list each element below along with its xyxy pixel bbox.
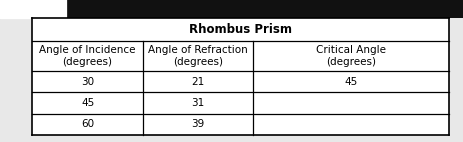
Text: 45: 45 [344, 77, 358, 86]
Text: 39: 39 [191, 119, 205, 129]
Text: 30: 30 [81, 77, 94, 86]
Text: 60: 60 [81, 119, 94, 129]
Text: 45: 45 [81, 98, 94, 108]
Text: 21: 21 [191, 77, 205, 86]
Bar [32, 18, 449, 135]
FancyBboxPatch shape [0, 0, 67, 19]
Text: Rhombus Prism: Rhombus Prism [189, 23, 292, 36]
Text: Critical Angle
(degrees): Critical Angle (degrees) [316, 45, 386, 66]
Text: Angle of Incidence
(degrees): Angle of Incidence (degrees) [39, 45, 136, 66]
Text: 31: 31 [191, 98, 205, 108]
Bar [0, 0, 463, 18]
Text: Angle of Refraction
(degrees): Angle of Refraction (degrees) [148, 45, 248, 66]
